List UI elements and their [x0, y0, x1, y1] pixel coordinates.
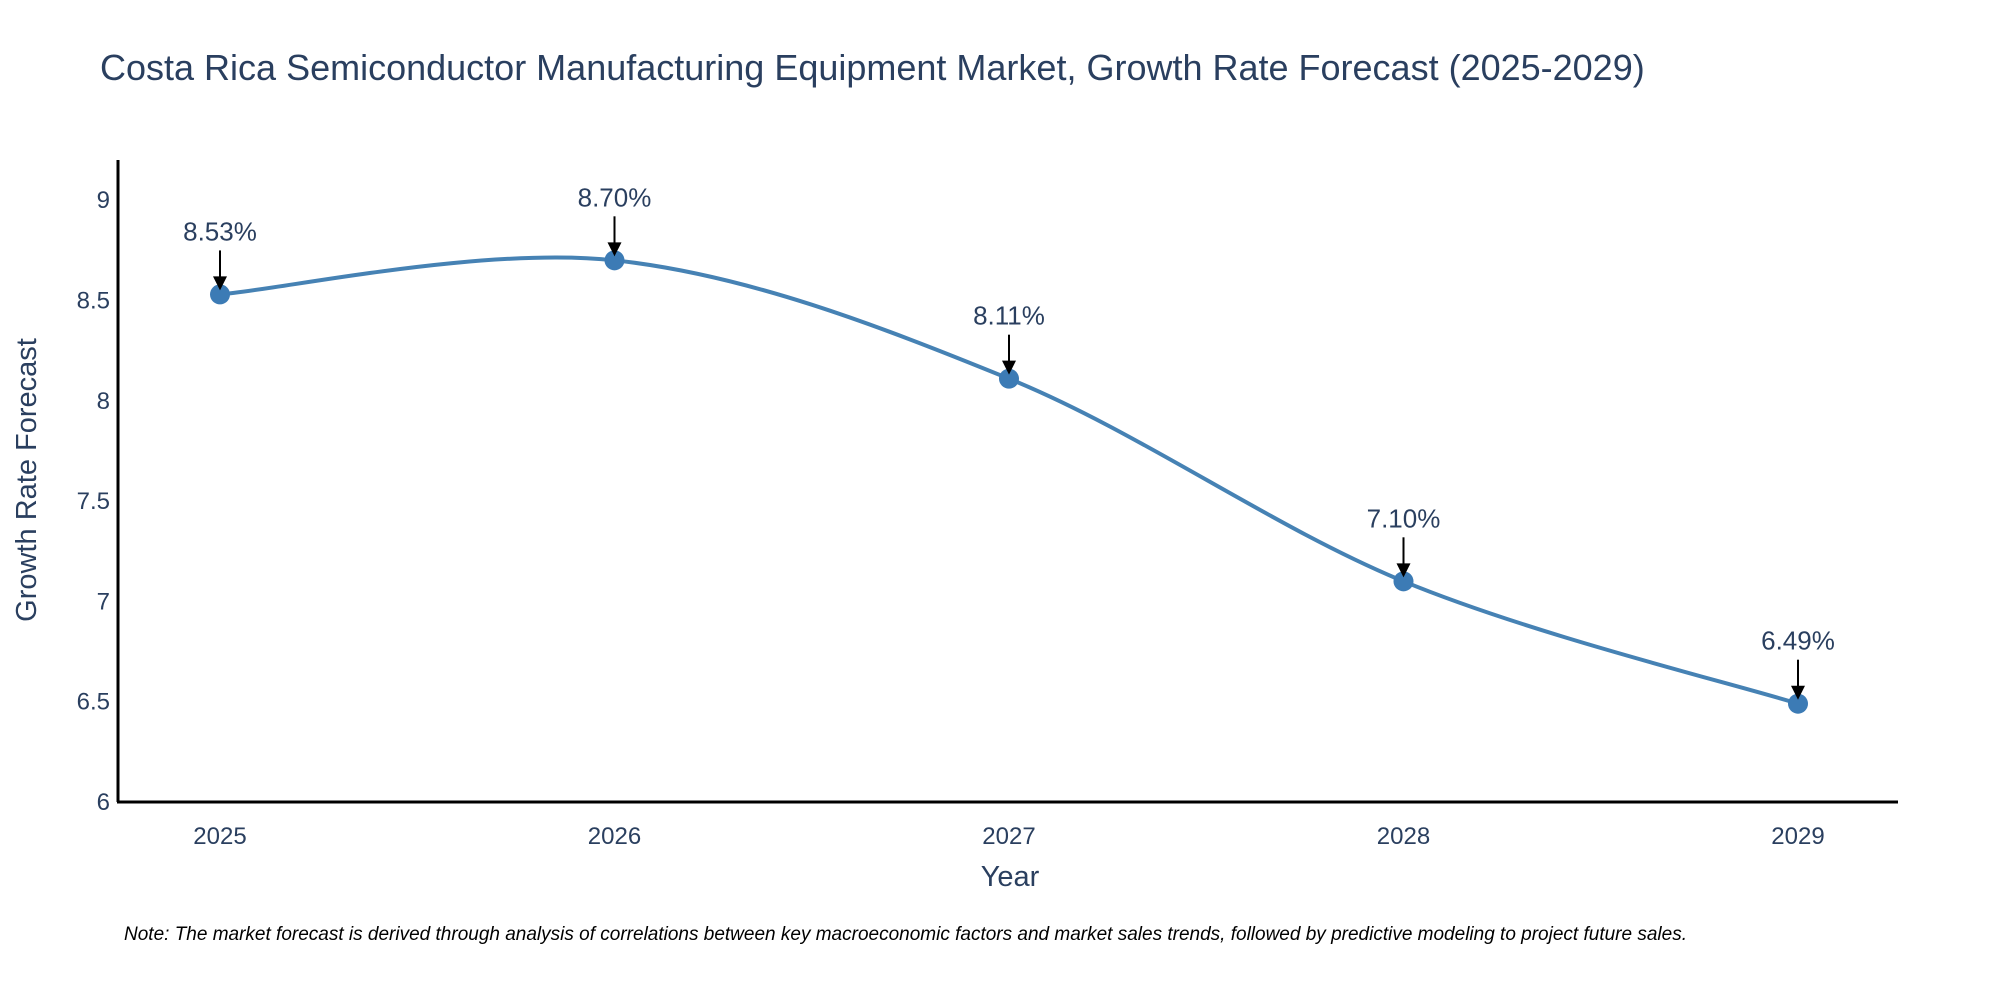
data-label: 8.70% — [578, 182, 652, 212]
chart-title: Costa Rica Semiconductor Manufacturing E… — [100, 47, 1645, 88]
annotation-arrowhead — [1396, 563, 1411, 578]
x-tick-label: 2027 — [982, 823, 1035, 850]
series-layer — [210, 250, 1808, 714]
y-axis-title: Growth Rate Forecast — [11, 338, 43, 622]
x-tick-label: 2028 — [1377, 823, 1430, 850]
x-tick-label: 2026 — [588, 823, 641, 850]
x-axis-title: Year — [981, 861, 1040, 893]
data-label: 8.11% — [973, 301, 1045, 331]
data-point — [1393, 571, 1414, 592]
x-tick-label: 2029 — [1771, 823, 1824, 850]
y-tick-label: 9 — [97, 187, 110, 214]
data-label: 7.10% — [1367, 503, 1441, 533]
y-ticks-layer: 6 6.5 7 7.5 8 8.5 9 — [77, 187, 110, 816]
y-tick-label: 7 — [97, 588, 110, 615]
axes-layer — [116, 160, 1898, 804]
annotation-arrowhead — [213, 276, 227, 291]
annotation-arrowhead — [607, 242, 622, 257]
data-point — [999, 368, 1019, 389]
data-label: 8.53% — [183, 216, 257, 246]
x-tick-label: 2025 — [193, 823, 246, 850]
labels-layer: 8.53% 8.70% 8.11% 7.10% 6.49% — [183, 182, 1835, 700]
x-ticks-layer: 2025 2026 2027 2028 2029 — [193, 823, 1824, 850]
data-point — [1788, 693, 1808, 714]
annotation-arrowhead — [1791, 685, 1805, 700]
y-tick-label: 8 — [97, 388, 110, 415]
y-tick-label: 6.5 — [77, 689, 110, 716]
data-point — [210, 284, 230, 305]
data-label: 6.49% — [1761, 626, 1835, 656]
data-point — [604, 250, 625, 271]
y-tick-label: 7.5 — [77, 488, 110, 515]
annotation-arrowhead — [1002, 360, 1016, 375]
y-tick-label: 8.5 — [77, 287, 110, 314]
y-tick-label: 6 — [97, 789, 110, 816]
footnote: Note: The market forecast is derived thr… — [124, 924, 1687, 945]
